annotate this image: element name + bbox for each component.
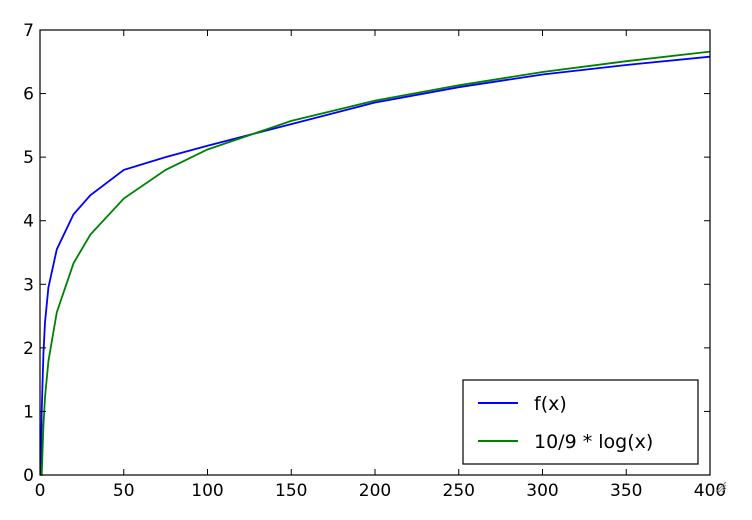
resize-grip[interactable] bbox=[715, 481, 727, 493]
y-tick-label: 1 bbox=[23, 402, 34, 422]
y-tick-label: 3 bbox=[23, 275, 34, 295]
y-tick-label: 7 bbox=[23, 21, 34, 41]
x-tick-label: 250 bbox=[443, 481, 475, 501]
x-tick-label: 0 bbox=[35, 481, 46, 501]
series-line-1 bbox=[40, 50, 711, 476]
plot-frame bbox=[39, 29, 711, 476]
x-tick-label: 400 bbox=[694, 481, 726, 501]
y-tick-label: 5 bbox=[23, 148, 34, 168]
y-tick-label: 4 bbox=[23, 212, 34, 232]
tick-label-layer: 0 50 100 150 200 250 300 350 400 0 1 2 3 4 5 6 7 bbox=[23, 21, 726, 501]
x-tick-label: 200 bbox=[359, 481, 391, 501]
legend: f(x) 10/9 * log(x) bbox=[462, 379, 699, 465]
y-tick-label: 0 bbox=[23, 466, 34, 486]
legend-label-f-x: f(x) bbox=[534, 393, 567, 415]
x-tick-label: 100 bbox=[191, 481, 223, 501]
y-tick-label: 2 bbox=[23, 339, 34, 359]
x-tick-label: 350 bbox=[610, 481, 642, 501]
legend-box bbox=[462, 379, 699, 465]
series-line-0 bbox=[39, 55, 711, 476]
y-tick-label: 6 bbox=[23, 85, 34, 105]
x-tick-label: 50 bbox=[113, 481, 135, 501]
series-layer bbox=[39, 50, 711, 476]
x-tick-label: 150 bbox=[275, 481, 307, 501]
legend-label-log: 10/9 * log(x) bbox=[534, 431, 653, 453]
x-tick-label: 300 bbox=[526, 481, 558, 501]
